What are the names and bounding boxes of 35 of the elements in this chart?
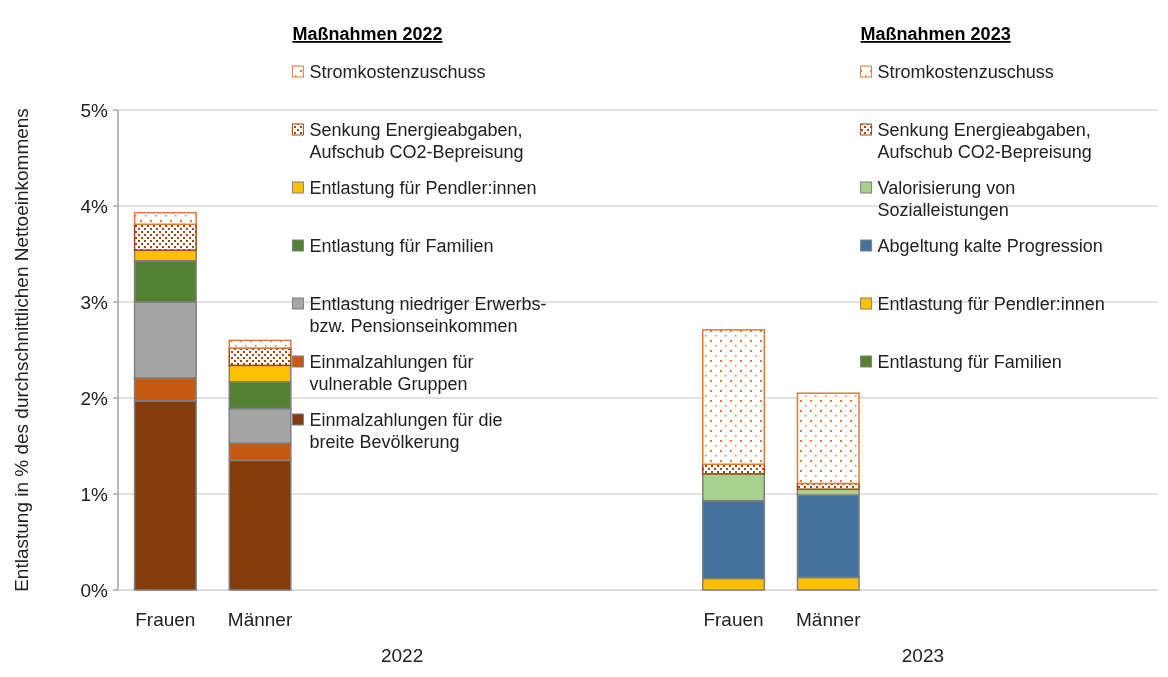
x-axis-title: 2022 bbox=[380, 645, 424, 666]
x-tick-label: Frauen bbox=[135, 609, 196, 630]
legend-title: Maßnahmen 2022 bbox=[292, 24, 443, 44]
bar bbox=[228, 339, 292, 349]
legend-label: Stromkostenzuschuss bbox=[309, 62, 486, 82]
legend-label: Einmalzahlungen für vulnerable Gruppen bbox=[309, 352, 474, 394]
x-tick-label: Männer bbox=[796, 609, 862, 630]
y-tick-label: 1% bbox=[80, 483, 109, 505]
y-axis-title: Entlastung in % des durchschnittlichen Nettoeinkommens bbox=[11, 108, 32, 592]
x-axis-title: 2023 bbox=[901, 645, 945, 666]
legend-label: Entlastung für Familien bbox=[309, 236, 494, 256]
legend-label: Entlastung niedriger Erwerbs- bzw. Pensionseinkommen bbox=[309, 294, 547, 336]
legend-title: Maßnahmen 2023 bbox=[860, 24, 1011, 44]
y-tick-label: 2% bbox=[80, 387, 109, 409]
bar bbox=[702, 463, 766, 475]
legend-label: Stromkostenzuschuss bbox=[877, 62, 1054, 82]
y-tick-label: 3% bbox=[80, 291, 109, 313]
legend-label: Senkung Energieabgaben, Aufschub CO2-Bepreisung bbox=[877, 120, 1092, 162]
bar bbox=[796, 392, 860, 485]
y-tick-label: 5% bbox=[80, 99, 109, 121]
bar bbox=[702, 329, 766, 465]
x-tick-label: Frauen bbox=[703, 609, 764, 630]
y-tick-label: 4% bbox=[80, 195, 109, 217]
legend-label: Senkung Energieabgaben, Aufschub CO2-Bepreisung bbox=[309, 120, 524, 162]
legend-label: Entlastung für Pendler:innen bbox=[309, 178, 537, 198]
bar bbox=[228, 347, 292, 367]
legend-label: Abgeltung kalte Progression bbox=[877, 236, 1103, 256]
x-tick-label: Männer bbox=[227, 609, 293, 630]
legend-label: Einmalzahlungen für die breite Bevölkerung bbox=[309, 410, 503, 452]
bar bbox=[133, 211, 197, 225]
legend-label: Valorisierung von Sozialleistungen bbox=[877, 178, 1016, 220]
bar bbox=[133, 223, 197, 251]
legend-label: Entlastung für Familien bbox=[877, 352, 1062, 372]
legend-label: Entlastung für Pendler:innen bbox=[877, 294, 1105, 314]
y-tick-label: 0% bbox=[80, 579, 109, 601]
